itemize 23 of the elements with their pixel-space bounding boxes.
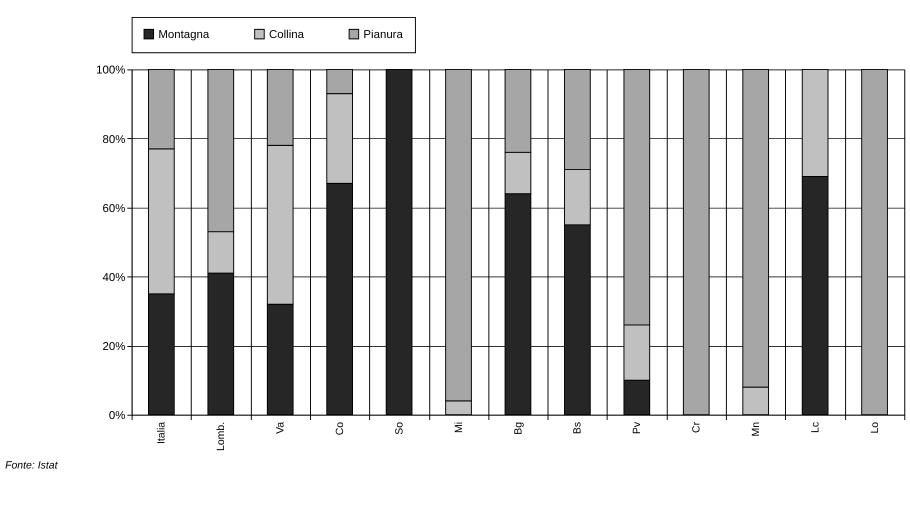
y-tick-label: 80% xyxy=(102,134,126,146)
y-tick-label: 20% xyxy=(102,340,126,353)
x-tick-label: Va xyxy=(276,422,287,434)
x-tick-label: Mi xyxy=(454,422,465,433)
x-tick-label: Lo xyxy=(870,422,881,434)
legend-label: Montagna xyxy=(158,28,210,41)
x-tick-label: Bg xyxy=(513,422,524,435)
x-tick-label: Lc xyxy=(810,422,822,433)
y-tick-label: 40% xyxy=(102,272,126,284)
x-tick-label: Bs xyxy=(572,422,584,434)
x-tick-label: Pv xyxy=(632,421,644,434)
x-tick-label: So xyxy=(394,422,406,435)
legend-label: Pianura xyxy=(363,28,404,41)
x-tick-label: Co xyxy=(334,422,346,436)
source-note: Fonte: Istat xyxy=(5,460,59,472)
y-tick-label: 60% xyxy=(102,202,126,215)
x-tick-label: Mn xyxy=(751,422,762,436)
x-tick-label: Italia xyxy=(156,422,168,444)
x-tick-label: Lomb. xyxy=(216,422,228,452)
x-tick-label: Cr xyxy=(692,421,703,433)
y-tick-label: 100% xyxy=(96,64,126,77)
y-tick-label: 0% xyxy=(108,410,126,422)
legend-label: Collina xyxy=(268,28,305,41)
